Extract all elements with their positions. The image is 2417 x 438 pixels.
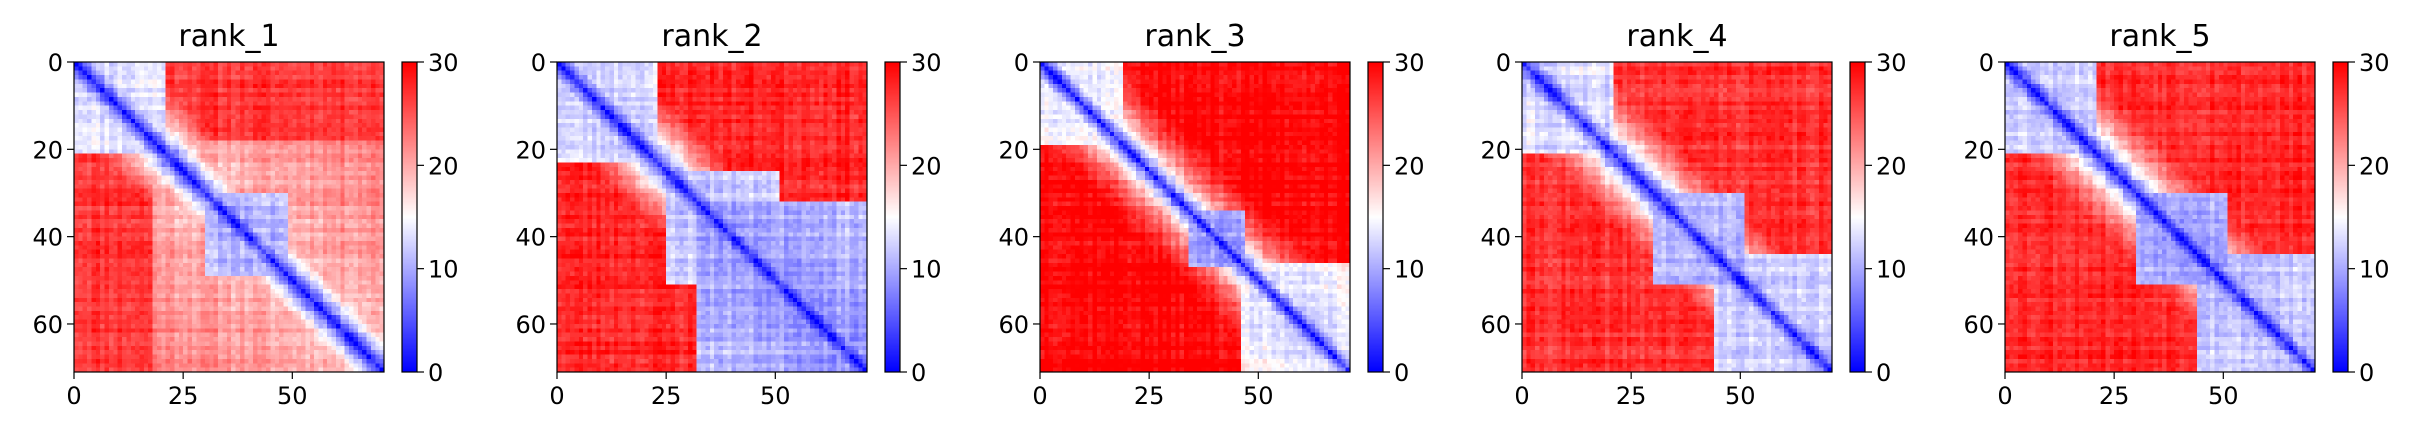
heatmap-panel-5: rank_5 0 25 50 0 20 40 60 0 10 20 30	[1963, 19, 2389, 410]
colorbar-tick-label: 30	[911, 49, 942, 77]
heatmap-image	[1522, 62, 1832, 372]
y-tick-label: 0	[48, 49, 63, 77]
colorbar-frame	[1367, 61, 1384, 373]
y-tick-label: 60	[1480, 311, 1511, 339]
heatmap-image	[2005, 62, 2315, 372]
x-tick-label: 25	[168, 382, 199, 410]
colorbar-frame	[884, 61, 901, 373]
y-tick-label: 20	[998, 136, 1029, 164]
x-tick-label: 50	[1243, 382, 1274, 410]
colorbar-tick-label: 10	[2359, 256, 2390, 284]
y-tick-label: 60	[515, 311, 546, 339]
heatmap-panel-3: rank_3 0 25 50 0 20 40 60 0 10 20 30	[998, 19, 1424, 410]
heatmap-panel-2: rank_2 0 25 50 0 20 40 60 0 10 20 30	[515, 19, 941, 410]
colorbar-tick-label: 30	[428, 49, 459, 77]
y-tick-label: 0	[1496, 49, 1511, 77]
y-tick-label: 40	[515, 224, 546, 252]
heatmap-panel-4: rank_4 0 25 50 0 20 40 60 0 10 20 30	[1480, 19, 1906, 410]
colorbar-tick-label: 0	[428, 359, 443, 387]
colorbar-tick-label: 10	[428, 256, 459, 284]
heatmap-panel-1: rank_1 0 25 50 0 20 40 60 0 10 20 30	[32, 19, 458, 410]
x-tick-label: 0	[549, 382, 564, 410]
colorbar-frame	[1849, 61, 1866, 373]
panel-title: rank_4	[1626, 19, 1727, 54]
colorbar-tick-label: 30	[1876, 49, 1907, 77]
heatmap-image	[1040, 62, 1350, 372]
x-tick-label: 50	[1725, 382, 1756, 410]
y-tick-label: 40	[1963, 224, 1994, 252]
colorbar-tick-label: 0	[1394, 359, 1409, 387]
x-tick-label: 25	[651, 382, 682, 410]
panel-title: rank_1	[178, 19, 279, 54]
colorbar-tick-label: 10	[1394, 256, 1425, 284]
y-tick-label: 20	[32, 136, 63, 164]
colorbar	[1850, 62, 1865, 372]
plot-frame	[1521, 61, 1833, 373]
colorbar-frame	[401, 61, 418, 373]
y-tick-label: 40	[32, 224, 63, 252]
y-tick-label: 0	[1979, 49, 1994, 77]
x-tick-label: 50	[277, 382, 308, 410]
colorbar-tick-label: 10	[1876, 256, 1907, 284]
y-tick-label: 40	[1480, 224, 1511, 252]
y-tick-label: 60	[998, 311, 1029, 339]
x-tick-label: 25	[1616, 382, 1647, 410]
colorbar-tick-label: 0	[911, 359, 926, 387]
colorbar-tick-label: 0	[2359, 359, 2374, 387]
colorbar-tick-label: 0	[1876, 359, 1891, 387]
colorbar	[2333, 62, 2348, 372]
y-tick-label: 0	[531, 49, 546, 77]
x-tick-label: 0	[1032, 382, 1047, 410]
x-tick-label: 0	[1997, 382, 2012, 410]
x-tick-label: 0	[1514, 382, 1529, 410]
y-tick-label: 0	[1014, 49, 1029, 77]
colorbar	[1368, 62, 1383, 372]
y-tick-label: 20	[1963, 136, 1994, 164]
colorbar-frame	[2332, 61, 2349, 373]
colorbar	[402, 62, 417, 372]
y-tick-label: 60	[1963, 311, 1994, 339]
y-tick-label: 40	[998, 224, 1029, 252]
y-tick-label: 60	[32, 311, 63, 339]
colorbar-tick-label: 10	[911, 256, 942, 284]
heatmap-image	[74, 62, 384, 372]
colorbar-tick-label: 20	[911, 152, 942, 180]
y-tick-label: 20	[515, 136, 546, 164]
colorbar-tick-label: 20	[1394, 152, 1425, 180]
panel-title: rank_5	[2109, 19, 2210, 54]
x-tick-label: 25	[1134, 382, 1165, 410]
colorbar-tick-label: 20	[2359, 152, 2390, 180]
x-tick-label: 0	[66, 382, 81, 410]
plot-frame	[556, 61, 868, 373]
plot-frame	[73, 61, 385, 373]
y-tick-label: 20	[1480, 136, 1511, 164]
colorbar-tick-label: 20	[1876, 152, 1907, 180]
panel-title: rank_3	[1144, 19, 1245, 54]
colorbar	[885, 62, 900, 372]
colorbar-tick-label: 30	[1394, 49, 1425, 77]
colorbar-tick-label: 30	[2359, 49, 2390, 77]
x-tick-label: 25	[2099, 382, 2130, 410]
heatmap-image	[557, 62, 867, 372]
x-tick-label: 50	[760, 382, 791, 410]
panel-title: rank_2	[661, 19, 762, 54]
plot-frame	[1039, 61, 1351, 373]
x-tick-label: 50	[2208, 382, 2239, 410]
colorbar-tick-label: 20	[428, 152, 459, 180]
plot-frame	[2004, 61, 2316, 373]
